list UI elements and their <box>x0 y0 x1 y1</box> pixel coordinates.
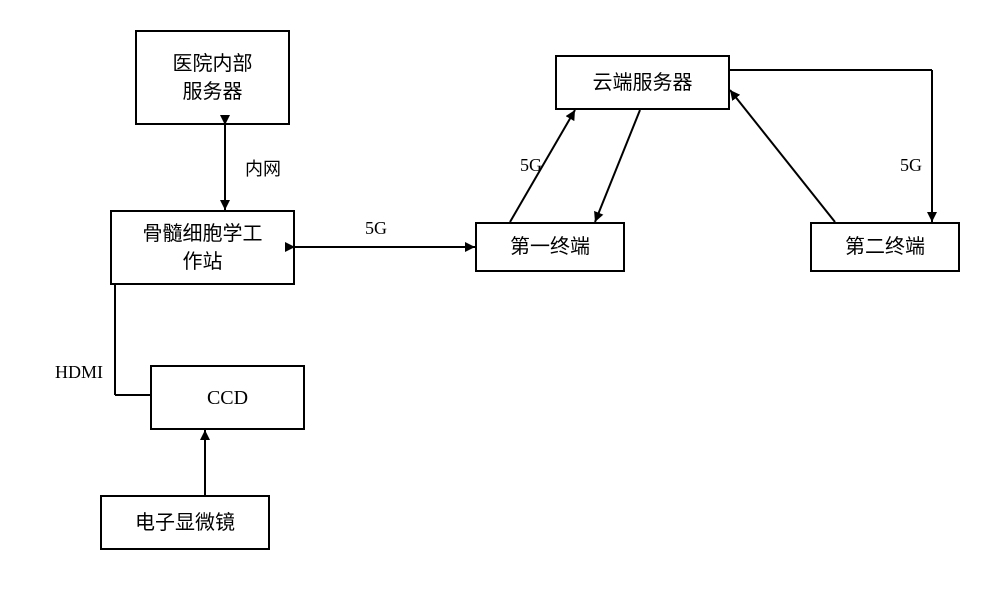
cloud-server-node: 云端服务器 <box>555 55 730 110</box>
terminal1-label: 第一终端 <box>510 233 590 261</box>
edge-label-t1-cloud: 5G <box>520 155 542 176</box>
workstation-node: 骨髓细胞学工作站 <box>110 210 295 285</box>
terminal1-node: 第一终端 <box>475 222 625 272</box>
ccd-node: CCD <box>150 365 305 430</box>
hospital-server-node: 医院内部服务器 <box>135 30 290 125</box>
edge-label-ws-t1: 5G <box>365 218 387 239</box>
hospital-server-label: 医院内部服务器 <box>173 50 253 106</box>
edge-cloud-to-t1 <box>595 110 640 222</box>
terminal2-node: 第二终端 <box>810 222 960 272</box>
edge-label-t2-cloud: 5G <box>900 155 922 176</box>
microscope-node: 电子显微镜 <box>100 495 270 550</box>
ccd-label: CCD <box>207 384 248 412</box>
microscope-label: 电子显微镜 <box>135 509 235 537</box>
edge-label-intranet: 内网 <box>245 155 281 181</box>
workstation-label: 骨髓细胞学工作站 <box>143 220 263 276</box>
cloud-server-label: 云端服务器 <box>593 69 693 97</box>
edge-t2-to-cloud <box>730 90 835 222</box>
edge-label-hdmi: HDMI <box>55 362 103 383</box>
terminal2-label: 第二终端 <box>845 233 925 261</box>
